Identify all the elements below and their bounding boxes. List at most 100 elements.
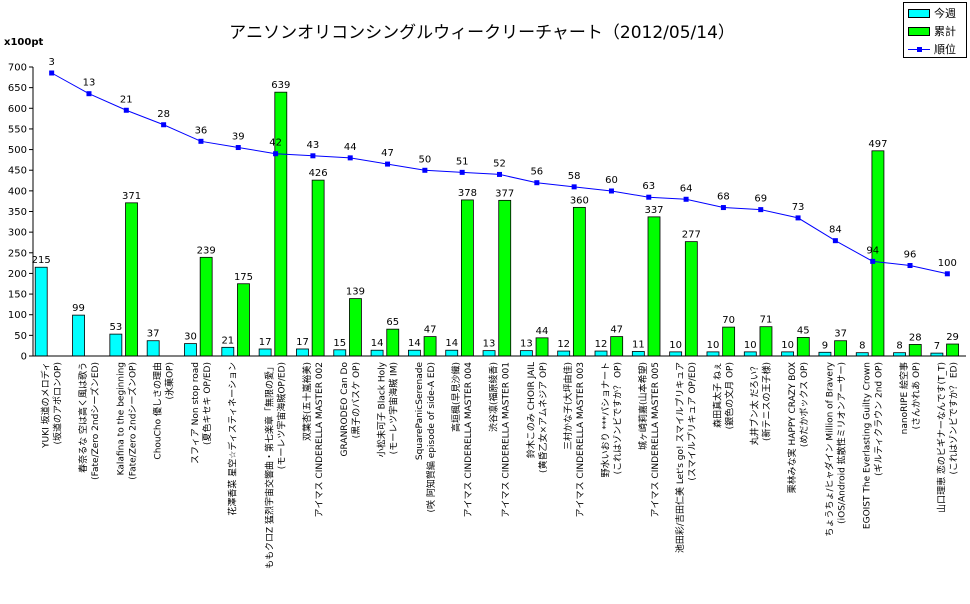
category-label: SquarePanicSerenade (咲 阿知賀編 episode of si… [415, 362, 437, 513]
category-label-line2: (Fate/Zero 2ndシーズンOP) [126, 362, 138, 480]
bar-this-week [221, 346, 235, 357]
category-label-line1: ももクロZ 猛烈宇宙交響曲・第七楽章「無限の愛」 [264, 362, 276, 569]
data-label-this-week: 21 [221, 335, 234, 346]
category-label-line2: アイマス CINDERELLA MASTER 002 [315, 362, 325, 517]
data-labels: 2153991353371213728302393621175391763942… [32, 57, 959, 352]
data-label-this-week: 14 [408, 338, 421, 349]
legend-swatch-total [908, 26, 930, 36]
data-label-total: 337 [644, 205, 663, 216]
category-label-line2: (新テニスの王子様) [761, 362, 773, 441]
data-label-total: 44 [536, 326, 549, 337]
rank-point [235, 145, 241, 151]
category-label-line1: 高垣楓(早見沙織) [450, 362, 462, 432]
bar-this-week [557, 350, 571, 357]
data-label-this-week: 17 [259, 337, 272, 348]
bar-total [199, 256, 213, 357]
rank-point [646, 194, 652, 200]
bar-this-week [72, 314, 85, 357]
data-label-this-week: 99 [72, 303, 85, 314]
rank-point [720, 205, 726, 211]
data-label-this-week: 8 [859, 341, 865, 352]
category-label-line2: (咲 阿知賀編 episode of side-A ED) [425, 362, 437, 512]
data-label-rank: 21 [120, 94, 133, 105]
bar-total [796, 337, 810, 357]
data-label-total: 360 [570, 195, 589, 206]
category-label-line1: ちょうちょ/ヒャダイン Million of Bravery [823, 361, 835, 536]
category-label: 渋谷凛(福原綾香) アイマス CINDERELLA MASTER 001 [488, 362, 512, 517]
legend-label-rank: 順位 [934, 43, 956, 56]
data-label-rank: 28 [157, 109, 170, 120]
data-label-this-week: 30 [184, 332, 197, 343]
data-label-this-week: 14 [445, 338, 458, 349]
data-label-rank: 39 [232, 132, 245, 143]
rank-point [198, 138, 204, 144]
data-label-this-week: 14 [371, 338, 384, 349]
y-tick-label: 650 [8, 83, 27, 94]
category-label-line1: SquarePanicSerenade [415, 362, 425, 461]
data-label-rank: 68 [717, 192, 730, 203]
legend-swatch-this-week [908, 8, 930, 18]
bar-this-week [482, 350, 496, 357]
data-label-this-week: 11 [632, 339, 645, 350]
data-label-total: 47 [424, 325, 437, 336]
y-tick-label: 100 [8, 310, 27, 321]
category-label: nanoRIPE 絵空事 (さんかれあ OP) [898, 362, 922, 434]
data-label-this-week: 12 [557, 339, 570, 350]
category-label-line2: アイマス CINDERELLA MASTER 001 [502, 362, 512, 517]
category-label: 高垣楓(早見沙織) アイマス CINDERELLA MASTER 004 [450, 362, 474, 518]
rank-point [86, 91, 92, 97]
rank-point [422, 167, 428, 173]
y-tick-label: 300 [8, 228, 27, 239]
category-label: ちょうちょ/ヒャダイン Million of Bravery (iOS/Andro… [823, 361, 847, 536]
bar-this-week [370, 349, 384, 357]
rank-point [608, 188, 614, 194]
data-label-rank: 94 [866, 245, 879, 256]
data-label-total: 37 [834, 329, 847, 340]
rank-point [123, 107, 129, 113]
data-label-rank: 60 [605, 175, 618, 186]
category-label: 春奈るな 空は高く風は歌う (Fate/Zero 2ndシーズンED) [77, 362, 101, 480]
category-label-line2: (さんかれあ OP) [911, 362, 922, 429]
data-label-rank: 36 [195, 125, 208, 136]
bar-this-week [594, 350, 608, 357]
data-label-rank: 44 [344, 142, 357, 153]
bar-this-week [258, 348, 272, 357]
data-label-rank: 51 [456, 156, 469, 167]
bar-this-week [146, 340, 160, 357]
y-tick-label: 400 [8, 186, 27, 197]
data-label-this-week: 37 [147, 329, 160, 340]
bar-this-week [445, 349, 459, 357]
data-label-this-week: 53 [109, 322, 122, 333]
bar-total [722, 326, 736, 357]
rank-point [907, 263, 913, 269]
rank-point [273, 151, 279, 157]
category-label: スフィア Non stop road (夏色キセキ OP/ED) [191, 362, 213, 464]
data-label-rank: 58 [568, 171, 581, 182]
bar-total [125, 202, 138, 357]
category-label-line1: 城ヶ崎莉嘉(山本希望) [637, 362, 649, 450]
bar-total [684, 241, 698, 357]
category-label: 双葉杏(五十嵐裕美) アイマス CINDERELLA MASTER 002 [301, 362, 325, 517]
y-tick-label: 600 [8, 104, 27, 115]
data-label-this-week: 15 [333, 338, 346, 349]
legend-label-total: 累計 [934, 25, 956, 38]
bar-this-week [296, 348, 309, 357]
legend-label-this-week: 今週 [934, 7, 956, 20]
bar-this-week [408, 349, 421, 357]
category-label: 丸井ブン太 だろい？ (新テニスの王子様) [749, 362, 773, 445]
data-label-rank: 100 [938, 258, 957, 269]
bar-total [946, 343, 959, 357]
category-label-line1: Kalafina to the beginning [116, 362, 126, 475]
bar-total [759, 326, 773, 357]
bar-this-week [818, 351, 832, 357]
category-label-line1: nanoRIPE 絵空事 [898, 362, 910, 434]
data-label-this-week: 13 [520, 339, 533, 350]
legend-item-this-week: 今週 [908, 6, 956, 20]
bar-total [349, 298, 362, 357]
data-label-rank: 56 [530, 167, 543, 178]
chart-title: アニソンオリコンシングルウィークリーチャート（2012/05/14） [229, 23, 735, 43]
data-label-total: 70 [722, 315, 735, 326]
category-label-line2: (氷菓OP) [164, 362, 176, 400]
category-label-line2: (iOS/Android 拡散性ミリオンアーサー) [835, 362, 847, 524]
legend-item-total: 累計 [908, 24, 956, 38]
